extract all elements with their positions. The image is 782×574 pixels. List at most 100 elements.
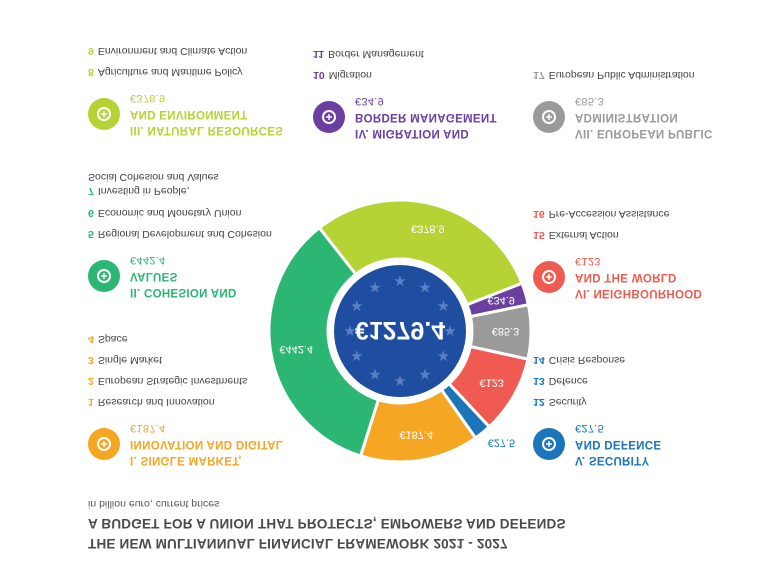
star-icon: ★ xyxy=(368,280,381,297)
programme-item: 5 Regional Development and Cohesion xyxy=(88,223,328,244)
donut-label-cohesion: €442.4 xyxy=(279,343,313,355)
section-title-line: AND ENVIRONMENT xyxy=(130,108,248,120)
programme-number: 10 xyxy=(313,69,325,81)
programme-number: 12 xyxy=(533,396,545,408)
programme-name: European Public Administration xyxy=(548,69,695,81)
lightbulb-icon xyxy=(88,428,120,460)
programme-number: 5 xyxy=(88,228,94,240)
programme-number: 6 xyxy=(88,207,94,219)
section-title-line: III. NATURAL RESOURCES xyxy=(130,124,284,136)
programme-item: 2 European Strategic Investments xyxy=(88,370,328,391)
document-icon xyxy=(533,101,565,133)
programme-name: Crisis Response xyxy=(548,354,626,366)
donut-label-admin: €85.3 xyxy=(492,325,520,337)
section-amount: €27.5 xyxy=(575,422,605,434)
programme-name: Single Market xyxy=(97,354,163,366)
programme-item: 7 Investing in People, Social Cohesion an… xyxy=(88,170,328,202)
programme-list: 10 Migration 11 Border Management xyxy=(313,43,553,85)
section-amount: €34.9 xyxy=(355,95,385,107)
donut-label-natural: €378.9 xyxy=(411,222,445,234)
programme-name: Regional Development and Cohesion xyxy=(97,228,272,240)
section-cohesion: II. COHESION AND VALUES €442.4 5 Regional De… xyxy=(88,170,328,302)
donut-label-neighbourhood: €123 xyxy=(479,376,503,388)
programme-number: 13 xyxy=(533,375,545,387)
section-amount: €442.4 xyxy=(130,254,166,266)
programme-item: 14 Crisis Response xyxy=(533,349,773,370)
section-public-admin: VII. EUROPEAN PUBLIC ADMINISTRATION €85.3 1… xyxy=(533,64,773,143)
section-title: VI. NEIGHBOURHOOD AND THE WORLD €123 xyxy=(575,253,702,301)
section-title-line: AND DEFENCE xyxy=(575,438,662,450)
programme-item: 4 Space xyxy=(88,328,328,349)
programme-number: 4 xyxy=(88,333,94,345)
programme-item: 8 Agriculture and Maritime Policy xyxy=(88,61,328,82)
programme-item: 6 Economic and Monetary Union xyxy=(88,202,328,223)
programme-number: 17 xyxy=(533,69,545,81)
star-icon: ★ xyxy=(437,298,450,315)
star-icon: ★ xyxy=(350,298,363,315)
section-title: II. COHESION AND VALUES €442.4 xyxy=(130,252,237,300)
star-icon: ★ xyxy=(418,280,431,297)
programme-name: Environment and Climate Action xyxy=(97,45,248,57)
programme-list: 12 Security 13 Defence 14 Crisis Response xyxy=(533,349,773,412)
programme-number: 16 xyxy=(533,208,545,220)
section-title-line: VI. NEIGHBOURHOOD xyxy=(575,287,703,299)
programme-name: European Strategic Investments xyxy=(97,375,248,387)
globe-icon xyxy=(533,261,565,293)
programme-number: 14 xyxy=(533,354,545,366)
section-amount: €123 xyxy=(575,255,601,267)
section-header: VI. NEIGHBOURHOOD AND THE WORLD €123 xyxy=(533,251,773,303)
section-title: I. SINGLE MARKET, INNOVATION AND DIGITAL €… xyxy=(130,420,283,468)
star-icon: ★ xyxy=(368,366,381,383)
section-title-line: VALUES xyxy=(130,270,178,282)
eu-flag-circle xyxy=(334,265,466,397)
programme-number: 3 xyxy=(88,354,94,366)
programme-list: 5 Regional Development and Cohesion 6 Econo… xyxy=(88,170,328,244)
puzzle-icon xyxy=(88,260,120,292)
section-amount: €378.9 xyxy=(130,92,166,104)
programme-number: 11 xyxy=(313,48,325,60)
section-title-line: VII. EUROPEAN PUBLIC xyxy=(575,127,713,139)
programme-name: Defence xyxy=(548,375,588,387)
programme-item: 11 Border Management xyxy=(313,43,553,64)
donut-segment-cohesion xyxy=(267,225,381,458)
star-icon: ★ xyxy=(443,323,456,340)
section-header: II. COHESION AND VALUES €442.4 xyxy=(88,250,328,302)
programme-number: 8 xyxy=(88,66,94,78)
programme-item: 10 Migration xyxy=(313,64,553,85)
donut-label-migration: €34.9 xyxy=(487,294,515,306)
star-icon: ★ xyxy=(393,273,406,290)
programme-item: 9 Environment and Climate Action xyxy=(88,40,328,61)
programme-name: Pre-Accession Assistance xyxy=(548,208,670,220)
section-title-line: II. COHESION AND xyxy=(130,286,237,298)
section-title-line: AND THE WORLD xyxy=(575,271,677,283)
star-icon: ★ xyxy=(343,323,356,340)
section-migration: IV. MIGRATION AND BORDER MANAGEMENT €34.9 1… xyxy=(313,43,553,143)
section-title: III. NATURAL RESOURCES AND ENVIRONMENT €37… xyxy=(130,90,283,138)
programme-item: 16 Pre-Accession Assistance xyxy=(533,203,773,224)
section-security: V. SECURITY AND DEFENCE €27.5 12 Security 13 D… xyxy=(533,349,773,470)
programme-name: Migration xyxy=(328,69,372,81)
programme-number: 1 xyxy=(88,396,94,408)
section-header: I. SINGLE MARKET, INNOVATION AND DIGITAL €… xyxy=(88,418,328,470)
programme-item: 13 Defence xyxy=(533,370,773,391)
donut-segment-natural xyxy=(317,198,524,307)
programme-name: Investing in People, Social Cohesion and… xyxy=(88,171,219,197)
programme-list: 8 Agriculture and Maritime Policy 9 Environ… xyxy=(88,40,328,82)
section-title-line: V. SECURITY xyxy=(575,454,650,466)
programme-name: Space xyxy=(97,333,128,345)
programme-number: 15 xyxy=(533,229,545,241)
section-title: VII. EUROPEAN PUBLIC ADMINISTRATION €85.3 xyxy=(575,93,713,141)
section-header: IV. MIGRATION AND BORDER MANAGEMENT €34.9 xyxy=(313,91,553,143)
programme-name: Border Management xyxy=(328,48,424,60)
section-title-line: IV. MIGRATION AND xyxy=(355,127,469,139)
programme-name: Agriculture and Maritime Policy xyxy=(97,66,243,78)
programme-item: 17 European Public Administration xyxy=(533,64,773,85)
section-title-line: ADMINISTRATION xyxy=(575,111,679,123)
donut-label-single_market: €187.4 xyxy=(399,428,433,440)
section-title: V. SECURITY AND DEFENCE €27.5 xyxy=(575,420,661,468)
section-header: V. SECURITY AND DEFENCE €27.5 xyxy=(533,418,773,470)
section-neighbourhood: VI. NEIGHBOURHOOD AND THE WORLD €123 15 Exte… xyxy=(533,203,773,303)
section-title: IV. MIGRATION AND BORDER MANAGEMENT €34.9 xyxy=(355,93,497,141)
